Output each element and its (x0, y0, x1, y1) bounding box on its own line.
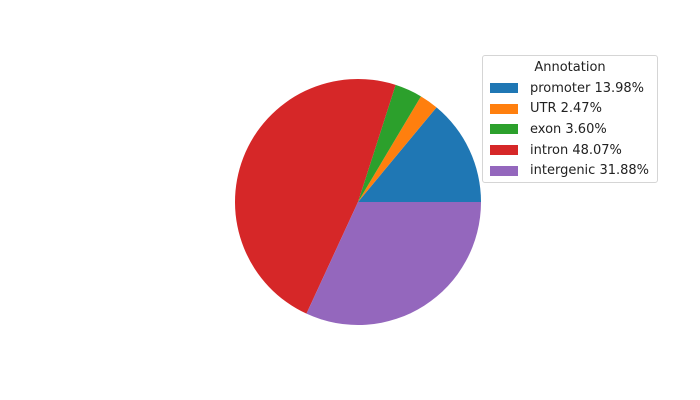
legend-swatch (490, 145, 518, 156)
pie-slice-utr (358, 96, 437, 202)
legend-item-promoter: promoter 13.98% (483, 78, 657, 99)
legend-label: exon 3.60% (530, 121, 607, 137)
legend-label: promoter 13.98% (530, 80, 645, 96)
legend-item-utr: UTR 2.47% (483, 99, 657, 120)
legend-item-exon: exon 3.60% (483, 119, 657, 140)
legend-label: UTR 2.47% (530, 101, 602, 117)
legend-label: intergenic 31.88% (530, 163, 650, 179)
pie-slice-exon (358, 84, 421, 202)
legend-swatch (490, 103, 518, 114)
legend-swatch (490, 165, 518, 176)
legend: Annotation promoter 13.98% UTR 2.47% exon … (482, 55, 658, 183)
legend-swatch (490, 124, 518, 135)
pie-slice-promoter (358, 107, 481, 202)
pie-slice-intron (234, 79, 396, 314)
legend-item-intron: intron 48.07% (483, 140, 657, 161)
legend-label: intron 48.07% (530, 142, 622, 158)
legend-title: Annotation (534, 60, 606, 75)
pie-slice-intergenic (306, 202, 481, 326)
legend-swatch (490, 83, 518, 94)
legend-item-intergenic: intergenic 31.88% (483, 160, 657, 181)
